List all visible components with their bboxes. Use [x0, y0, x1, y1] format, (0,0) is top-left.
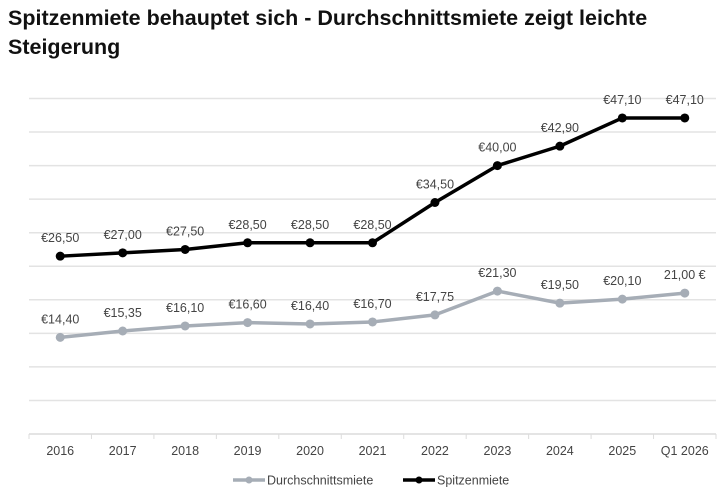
data-point	[180, 321, 190, 331]
data-label: €34,50	[416, 178, 454, 192]
data-point	[555, 141, 565, 151]
series	[55, 113, 690, 342]
data-point	[492, 286, 502, 296]
x-axis: 2016 2017 2018 2019 2020 2021 2022 2023 2024 2025…	[28, 433, 717, 458]
data-label: €16,40	[291, 299, 329, 313]
data-label: €19,50	[541, 278, 579, 292]
x-tick-label: 2021	[359, 444, 387, 458]
data-point	[368, 317, 377, 327]
data-point	[118, 326, 128, 336]
data-point	[55, 332, 65, 342]
data-point	[617, 294, 627, 304]
data-label: €21,30	[478, 266, 516, 280]
legend: Durchschnittsmiete Spitzenmiete	[233, 474, 509, 488]
data-point	[617, 113, 627, 123]
x-tick-label: 2017	[109, 444, 137, 458]
data-label: 21,00 €	[664, 268, 706, 282]
data-point	[430, 198, 440, 208]
data-point	[305, 319, 315, 329]
legend-label: Durchschnittsmiete	[267, 474, 373, 488]
gridlines	[29, 97, 716, 402]
data-point	[118, 248, 128, 258]
x-tick-label: 2025	[608, 444, 636, 458]
data-label: €28,50	[353, 218, 391, 232]
series-spitzenmiete	[55, 113, 690, 261]
data-point	[243, 238, 253, 248]
data-point	[492, 161, 502, 171]
data-point	[180, 244, 190, 254]
data-point	[55, 251, 65, 261]
data-point	[680, 113, 690, 123]
data-label: €27,50	[166, 224, 204, 238]
data-point	[680, 288, 690, 298]
data-point	[243, 318, 253, 328]
x-tick-label: 2024	[546, 444, 574, 458]
data-label: €47,10	[603, 93, 641, 107]
legend-item: Spitzenmiete	[403, 474, 509, 488]
x-tick-label: Q1 2026	[661, 444, 709, 458]
legend-item: Durchschnittsmiete	[233, 474, 373, 488]
data-point	[555, 298, 565, 308]
legend-label: Spitzenmiete	[437, 474, 509, 488]
data-label: €26,50	[41, 231, 79, 245]
series-durchschnittsmiete	[55, 286, 690, 342]
x-tick-label: 2019	[234, 444, 262, 458]
data-label: €47,10	[666, 93, 704, 107]
data-label: €15,35	[104, 306, 142, 320]
data-labels: €14,40 €15,35 €16,10 €16,60 €16,40 €16,70 €17,…	[41, 93, 706, 326]
data-label: €16,10	[166, 301, 204, 315]
data-label: €14,40	[41, 312, 79, 326]
data-point	[430, 310, 440, 320]
x-tick-label: 2016	[46, 444, 74, 458]
legend-swatch-marker	[245, 476, 253, 484]
data-label: €40,00	[478, 141, 516, 155]
series-line	[58, 116, 687, 258]
data-label: €17,75	[416, 290, 454, 304]
legend-swatch-marker	[415, 476, 423, 484]
data-label: €16,60	[228, 298, 266, 312]
x-tick-label: 2023	[484, 444, 512, 458]
chart-title: Spitzenmiete behauptet sich - Durchschni…	[8, 6, 648, 59]
x-tick-label: 2018	[171, 444, 199, 458]
data-label: €20,10	[603, 274, 641, 288]
data-label: €16,70	[353, 297, 391, 311]
data-point	[305, 238, 315, 248]
data-label: €27,00	[104, 228, 142, 242]
data-point	[368, 238, 377, 248]
data-label: €28,50	[291, 218, 329, 232]
data-label: €28,50	[228, 218, 266, 232]
x-tick-label: 2022	[421, 444, 449, 458]
data-label: €42,90	[541, 121, 579, 135]
x-tick-label: 2020	[296, 444, 324, 458]
